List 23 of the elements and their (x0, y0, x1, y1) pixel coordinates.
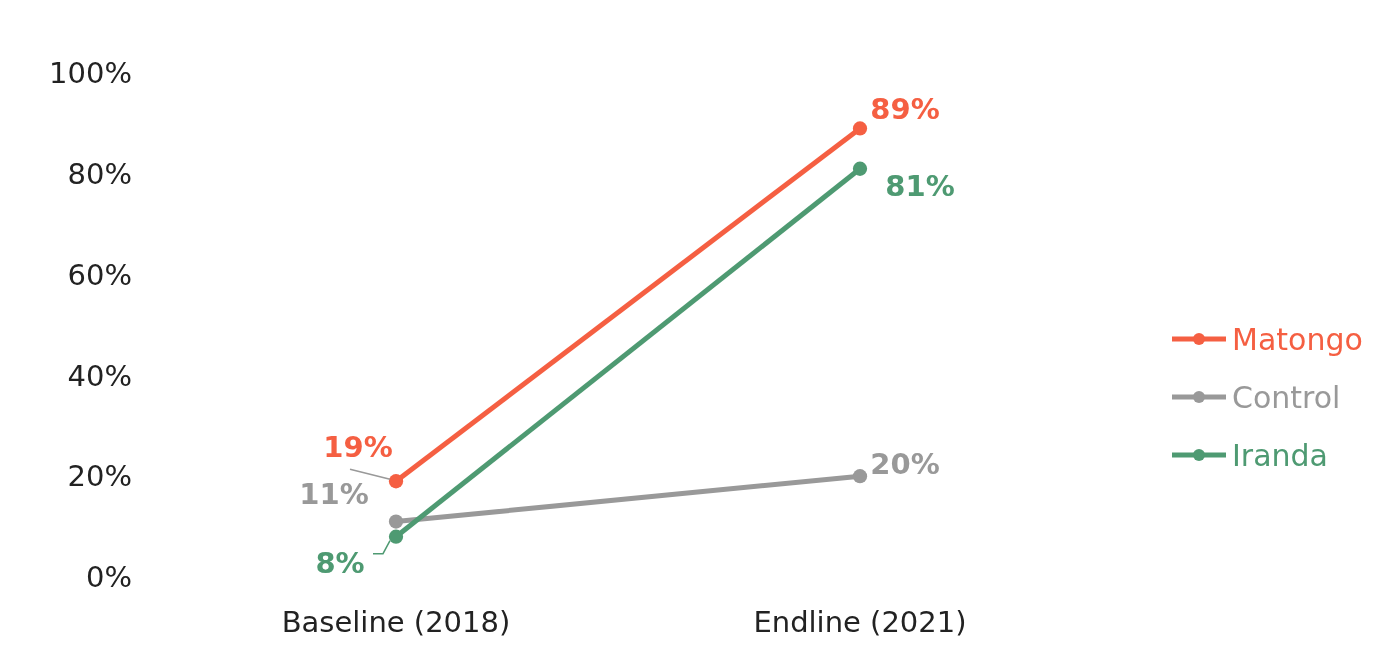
x-tick-label: Baseline (2018) (281, 605, 511, 639)
data-label: 81% (885, 168, 955, 203)
data-label: 19% (323, 430, 393, 465)
legend-label: Matongo (1232, 321, 1363, 357)
point (388, 514, 404, 529)
point (388, 474, 404, 489)
y-tick-label: 100% (49, 56, 132, 91)
y-tick-label: 20% (67, 459, 132, 494)
legend-label: Iranda (1232, 437, 1329, 473)
y-tick-label: 40% (67, 358, 132, 393)
data-label: 20% (870, 447, 940, 482)
point (852, 469, 868, 484)
point (852, 121, 868, 136)
data-label: 89% (870, 91, 940, 126)
y-tick-label: 60% (67, 257, 132, 292)
point (852, 161, 868, 176)
y-tick-label: 0% (85, 560, 132, 595)
data-label: 11% (299, 476, 369, 511)
legend-label: Control (1232, 379, 1341, 415)
x-tick-label: Endline (2021) (753, 605, 967, 639)
data-label: 8% (315, 545, 365, 580)
y-tick-label: 80% (67, 156, 132, 191)
point (388, 529, 404, 544)
